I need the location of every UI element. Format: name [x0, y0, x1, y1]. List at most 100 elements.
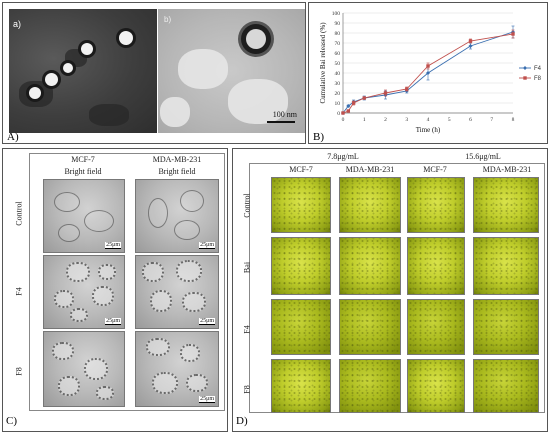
legend-label: F4 — [534, 66, 542, 72]
nanoparticle — [29, 87, 41, 99]
nanoparticle-closeup — [246, 29, 266, 49]
fluor-control-mda-high — [473, 177, 539, 233]
x-tick-label: 6 — [469, 117, 472, 123]
fluor-f4-mcf7-high — [407, 299, 465, 355]
fluor-bai-mcf7-high — [407, 237, 465, 295]
fluor-control-mcf7-high — [407, 177, 465, 233]
col-header-mcf7: MCF-7 — [289, 165, 313, 174]
fluor-f4-mcf7-low — [271, 299, 331, 355]
nanoparticle — [45, 73, 58, 86]
tem-image-a-letter: a) — [13, 19, 22, 29]
data-point-f8 — [341, 111, 345, 115]
y-tick-label: 50 — [335, 61, 341, 67]
legend-marker — [523, 66, 527, 70]
micrograph-f8-mcf7 — [43, 331, 125, 407]
data-point-f8 — [351, 101, 356, 105]
data-point-f8 — [362, 96, 366, 100]
x-tick-label: 1 — [363, 117, 366, 123]
tem-image-b: b) 100 nm — [158, 9, 305, 133]
y-tick-label: 100 — [332, 11, 341, 17]
release-chart: 0 10 20 30 40 50 60 70 80 90 100 0 1 2 3 4 5 6 7 8 Time (h) C… — [319, 11, 542, 134]
y-tick-label: 80 — [335, 31, 341, 37]
data-point-f4 — [426, 71, 430, 75]
fluor-f4-mda-high — [473, 299, 539, 355]
nanoparticle — [119, 31, 133, 45]
y-tick-label: 70 — [335, 41, 341, 47]
y-tick-label: 90 — [335, 21, 341, 27]
y-tick-label: 60 — [335, 51, 341, 57]
data-point-f8 — [511, 32, 515, 36]
scale-label: 25μm — [105, 318, 121, 325]
row-label-f4: F4 — [14, 287, 24, 296]
panel-d-label: D) — [236, 415, 248, 427]
fluor-control-mcf7-low — [271, 177, 331, 233]
micrograph-f8-mda: 25μm — [135, 331, 219, 407]
tem-image-a: a) — [9, 9, 157, 133]
group-header-high: 15.6μg/mL — [465, 152, 501, 161]
x-tick-label: 4 — [427, 117, 430, 123]
x-tick-label: 2 — [384, 117, 387, 123]
scale-bar-label: 100 nm — [272, 110, 297, 119]
panel-a-tem-images: a) b) 100 nm A) — [2, 2, 306, 144]
legend-label: F8 — [534, 76, 542, 82]
subheader-bright-field: Bright field — [64, 167, 102, 176]
panel-c-bright-field: MCF-7 MDA-MB-231 Bright field Bright fie… — [2, 148, 228, 432]
fluor-f4-mda-low — [339, 299, 401, 355]
scale-label: 25μm — [199, 242, 215, 249]
y-tick-label: 0 — [337, 111, 340, 117]
row-label-f4: F4 — [242, 325, 252, 334]
nanoparticle — [63, 63, 73, 73]
data-point-f8 — [426, 64, 430, 68]
data-point-f8 — [383, 91, 388, 95]
scale-bar — [267, 121, 295, 123]
nanoparticle — [81, 43, 93, 55]
x-tick-label: 0 — [342, 117, 345, 123]
panel-c-label: C) — [6, 415, 17, 427]
micrograph-f4-mcf7: 25μm — [43, 255, 125, 329]
micrograph-control-mda: 25μm — [135, 179, 219, 253]
data-point-f4 — [346, 104, 351, 108]
panel-c-grid — [29, 153, 225, 411]
y-tick-label: 20 — [335, 91, 341, 97]
row-label-control: Control — [14, 201, 24, 226]
col-header-mcf7: MCF-7 — [423, 165, 447, 174]
group-header-low: 7.8μg/mL — [327, 152, 359, 161]
panel-b-release-chart: 0 10 20 30 40 50 60 70 80 90 100 0 1 2 3 4 5 6 7 8 Time (h) C… — [308, 2, 548, 144]
row-label-f8: F8 — [14, 367, 24, 376]
y-tick-label: 40 — [335, 71, 341, 77]
tem-image-b-letter: b) — [164, 15, 172, 24]
row-label-f8: F8 — [242, 385, 252, 394]
scale-label: 25μm — [199, 396, 215, 403]
col-header-mda: MDA-MB-231 — [152, 155, 202, 164]
x-tick-label: 5 — [448, 117, 451, 123]
row-label-control: Control — [242, 193, 252, 218]
scale-label: 25μm — [199, 318, 215, 325]
scale-label: 25μm — [105, 242, 121, 249]
legend-marker — [523, 76, 527, 80]
col-header-mda: MDA-MB-231 — [482, 165, 532, 174]
fluor-bai-mcf7-low — [271, 237, 331, 295]
y-axis-label: Cumulative Bai released (%) — [319, 22, 327, 104]
y-tick-label: 10 — [335, 101, 341, 107]
fluor-f8-mcf7-low — [271, 359, 331, 413]
fluor-f8-mcf7-high — [407, 359, 465, 413]
y-tick-label: 30 — [335, 81, 341, 87]
x-tick-label: 3 — [405, 117, 408, 123]
data-point-f8 — [468, 39, 473, 43]
col-header-mda: MDA-MB-231 — [345, 165, 395, 174]
col-header-mcf7: MCF-7 — [71, 155, 95, 164]
subheader-bright-field: Bright field — [158, 167, 196, 176]
panel-d-fluorescence: 7.8μg/mL 15.6μg/mL MCF-7 MDA-MB-231 MCF-… — [232, 148, 548, 432]
data-point-f8 — [346, 109, 351, 113]
micrograph-control-mcf7: 25μm — [43, 179, 125, 253]
fluor-f8-mda-low — [339, 359, 401, 413]
data-point-f8 — [405, 87, 409, 91]
data-point-f4 — [468, 44, 473, 48]
fluor-control-mda-low — [339, 177, 401, 233]
panel-a-label: A) — [7, 131, 19, 143]
x-axis-label: Time (h) — [416, 126, 441, 134]
micrograph-f4-mda: 25μm — [135, 255, 219, 329]
x-tick-label: 7 — [490, 117, 493, 123]
fluor-f8-mda-high — [473, 359, 539, 413]
row-label-bai: Bai — [242, 261, 252, 274]
